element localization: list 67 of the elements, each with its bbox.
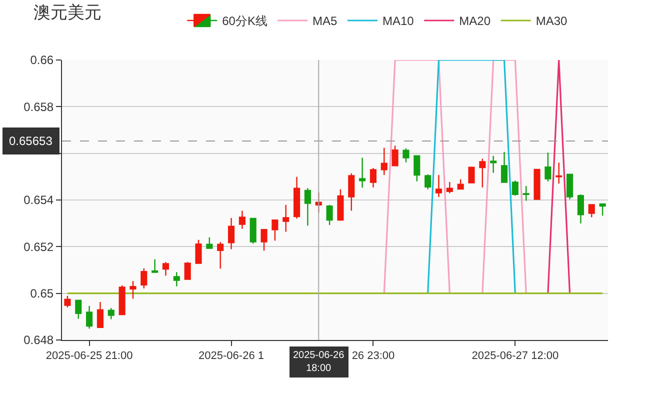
candlestick: [304, 188, 311, 226]
x-tick-label: 2025-06-26 18:00: [293, 350, 345, 374]
candlestick: [380, 147, 388, 176]
legend-label: MA30: [536, 14, 568, 28]
candlestick: [75, 300, 82, 320]
candlestick: [446, 181, 453, 194]
candlestick: [326, 204, 333, 226]
candlestick: [294, 176, 300, 220]
candlestick: [238, 210, 246, 230]
y-tick-label: 0.66: [30, 53, 54, 68]
candlestick: [250, 218, 256, 244]
candlestick: [228, 217, 235, 250]
candlestick: [206, 236, 213, 249]
candlestick: [140, 268, 148, 290]
candlestick: [435, 174, 442, 198]
candlestick: [152, 258, 158, 273]
candlestick: [392, 145, 398, 166]
candlestick: [457, 178, 464, 190]
candlestick: [424, 174, 432, 190]
x-tick-label: 2025-06-27 12:00: [472, 350, 559, 362]
candlestick: [130, 280, 136, 300]
candlestick: [534, 168, 540, 200]
candlestick: [162, 261, 170, 276]
candlestick: [348, 172, 355, 212]
candlestick: [217, 241, 224, 270]
x-tick-label: 2025-06-26 1: [198, 350, 264, 362]
candlestick: [359, 157, 366, 188]
candlestick: [64, 295, 71, 308]
y-tick-label: 0.654: [24, 193, 54, 208]
candlestick: [490, 155, 497, 174]
legend-label: 60分K线: [222, 14, 268, 28]
legend-label: MA10: [382, 14, 414, 28]
candlestick: [86, 305, 93, 330]
candlestick: [195, 239, 202, 264]
y-tick-label: 0.652: [24, 240, 54, 254]
candlestick: [272, 219, 278, 242]
candlestick: [282, 204, 290, 232]
candlestick: [414, 155, 420, 182]
chart-title: 澳元美元: [34, 2, 102, 22]
candlestick: [512, 180, 518, 196]
ref-line-label: 0.65653: [9, 134, 53, 148]
candlestick: [108, 307, 114, 320]
candlestick: [500, 151, 508, 183]
x-tick-label: 2025-06-25 21:00: [46, 350, 133, 362]
y-tick-label: 0.648: [24, 333, 54, 348]
candlestick: [337, 188, 344, 222]
candlestick: [544, 152, 552, 182]
y-tick-label: 0.65: [30, 286, 54, 301]
candlestick: [173, 272, 180, 287]
candlestick: [556, 162, 562, 184]
candlestick: [118, 284, 126, 316]
candlestick: [577, 194, 584, 224]
candlestick: [260, 229, 268, 252]
legend-label: MA20: [459, 14, 491, 28]
candlestick: [588, 204, 595, 218]
candlestick: [522, 185, 530, 202]
candlestick: [479, 158, 486, 188]
candlestick: [599, 203, 606, 216]
y-tick-label: 0.658: [24, 100, 54, 114]
candlestick: [402, 148, 410, 164]
candlestick: [468, 166, 475, 184]
candlestick: [370, 167, 376, 188]
x-tick-label: 26 23:00: [352, 350, 395, 362]
candlestick: [96, 301, 104, 328]
candlestick: [184, 261, 191, 280]
legend-label: MA5: [312, 14, 338, 28]
candlestick: [566, 174, 574, 200]
